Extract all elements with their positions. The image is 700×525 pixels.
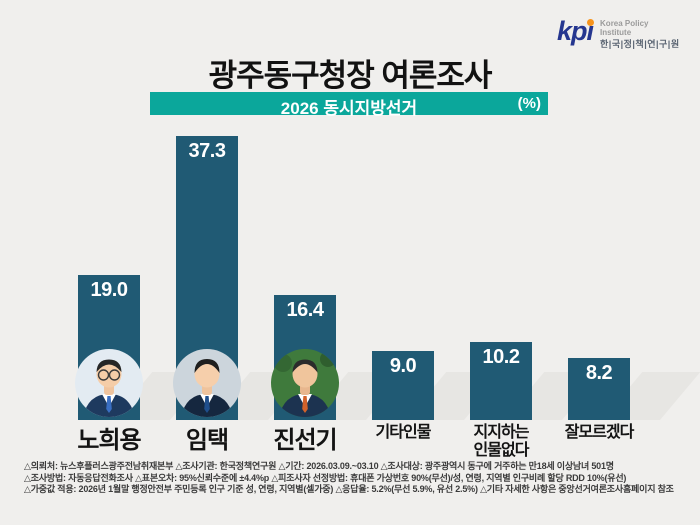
logo-name-en-line1: Korea Policy — [600, 19, 649, 28]
methodology-footnotes: △의뢰처: 뉴스후플러스광주전남취재본부 △조사기관: 한국정책연구원 △기간:… — [24, 461, 692, 496]
bar-dont-know: 8.2 — [568, 358, 630, 420]
bar-group-other: 9.0 기타인물 — [354, 0, 505, 525]
kpi-logo: kpı Korea Policy Institute 한|국|정|책|연|구|원 — [557, 16, 680, 50]
candidate-3-photo — [271, 349, 339, 417]
candidate-2-photo — [173, 349, 241, 417]
footnote-line-3: △가중값 적용: 2026년 1월말 행정안전부 주민등록 인구 기준 성, 연… — [24, 484, 674, 494]
bar-value: 8.2 — [585, 362, 613, 384]
bar-chart: 19.0 노희용 — [60, 0, 700, 525]
logo-text: Korea Policy Institute 한|국|정|책|연|구|원 — [600, 16, 680, 50]
logo-orange-dot-icon — [587, 19, 595, 26]
footnote-line-2: △조사방법: 자동응답전화조사 △표본오차: 95%신뢰수준에 ±4.4%p △… — [24, 472, 627, 483]
candidate-3-name: 진선기 — [273, 427, 337, 454]
bar-group-candidate-1: 19.0 노희용 — [60, 0, 211, 525]
bar-group-candidate-3: 16.4 진선기 — [256, 0, 407, 525]
bar-group-candidate-2: 37.3 임택 — [158, 0, 309, 525]
candidate-1-photo — [75, 349, 143, 417]
bar-group-no-support: 10.2 지지하는 인물없다 — [452, 0, 603, 525]
page-title: 광주동구청장 여론조사 — [208, 58, 493, 93]
footnote-line-1: △의뢰처: 뉴스후플러스광주전남취재본부 △조사기관: 한국정책연구원 △기간:… — [24, 461, 614, 471]
bar-group-dont-know: 8.2 잘모르겠다 — [550, 0, 700, 525]
bar-value: 16.4 — [286, 299, 324, 321]
bar-value: 10.2 — [482, 346, 520, 368]
kpi-logo-icon: kpı — [557, 16, 595, 46]
category-label-dont-know: 잘모르겠다 — [564, 424, 635, 441]
subtitle-banner-label: 2026 동시지방선거 — [280, 99, 418, 118]
candidate-2-name: 임택 — [185, 427, 229, 454]
bar-value: 19.0 — [90, 279, 128, 301]
unit-label: (%) — [517, 95, 541, 112]
logo-name-en-line2: Institute — [600, 28, 632, 37]
logo-name-kr: 한|국|정|책|연|구|원 — [600, 39, 680, 49]
bar-value: 9.0 — [389, 355, 417, 377]
bar-no-support: 10.2 — [470, 342, 532, 420]
candidate-1-name: 노희용 — [77, 427, 141, 454]
subtitle-banner: 2026 동시지방선거 (%) — [150, 92, 548, 118]
category-label-no-support: 지지하는 인물없다 — [473, 424, 530, 459]
bar-value: 37.3 — [188, 140, 226, 162]
category-label-other: 기타인물 — [375, 424, 432, 441]
bar-other: 9.0 — [372, 351, 434, 420]
